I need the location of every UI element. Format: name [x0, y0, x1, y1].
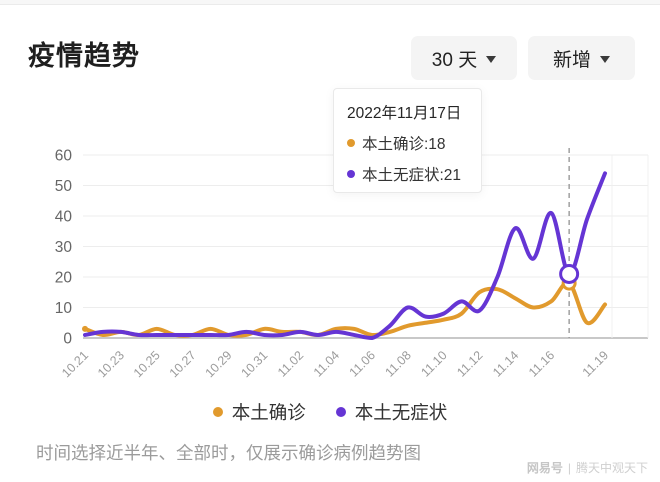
svg-text:10.25: 10.25 [131, 348, 163, 380]
confirmed-legend-dot-icon [212, 407, 223, 417]
type-dropdown[interactable]: 新增 [528, 36, 635, 80]
legend-asymptomatic-label: 本土无症状 [354, 402, 448, 423]
svg-text:10.31: 10.31 [238, 348, 270, 380]
svg-text:11.06: 11.06 [347, 348, 378, 379]
tooltip-asymptomatic-text: 本土无症状:21 [362, 167, 462, 184]
svg-text:40: 40 [55, 209, 73, 226]
type-dropdown-label: 新增 [552, 49, 591, 71]
watermark-name: 腾天中观天下 [575, 461, 648, 475]
legend-item-confirmed[interactable]: 本土确诊 [212, 399, 306, 425]
svg-text:10.21: 10.21 [59, 348, 91, 380]
svg-text:11.08: 11.08 [383, 348, 414, 379]
caret-down-icon [600, 55, 610, 68]
watermark: 网易号 | 腾天中观天下 [527, 459, 648, 476]
asymptomatic-legend-dot-icon [335, 407, 346, 417]
trend-chart[interactable]: 0 10 20 30 40 50 60 10.21 10.23 10.25 10.27 10.29 10… [0, 140, 660, 402]
caret-down-icon [486, 55, 497, 68]
watermark-brand: 网易号 [526, 461, 563, 475]
svg-text:11.12: 11.12 [454, 348, 485, 379]
svg-text:0: 0 [63, 331, 72, 348]
tooltip-row-confirmed: 本土确诊:18 [347, 132, 468, 154]
svg-text:11.19: 11.19 [580, 348, 611, 379]
svg-text:10: 10 [55, 300, 73, 317]
svg-text:30: 30 [55, 239, 73, 256]
page-title: 疫情趋势 [28, 41, 140, 71]
chart-legend: 本土确诊 本土无症状 [0, 399, 660, 425]
svg-text:10.29: 10.29 [203, 348, 235, 380]
svg-text:11.10: 11.10 [418, 348, 449, 379]
confirmed-series-dot-icon [347, 139, 355, 147]
svg-text:60: 60 [55, 148, 73, 165]
legend-item-asymptomatic[interactable]: 本土无症状 [335, 399, 448, 425]
trend-chart-canvas[interactable]: 0 10 20 30 40 50 60 10.21 10.23 10.25 10.27 10.29 10… [0, 140, 660, 402]
top-strip [0, 0, 660, 5]
svg-text:11.16: 11.16 [526, 348, 557, 379]
svg-text:10.27: 10.27 [167, 348, 199, 380]
svg-text:11.04: 11.04 [311, 348, 342, 379]
watermark-divider: | [567, 460, 571, 475]
chart-tooltip: 2022年11月17日 本土确诊:18 本土无症状:21 [333, 88, 482, 193]
legend-confirmed-label: 本土确诊 [231, 402, 306, 423]
footer-note: 时间选择近半年、全部时，仅展示确诊病例趋势图 [36, 443, 421, 463]
tooltip-date: 2022年11月17日 [347, 105, 462, 122]
svg-text:20: 20 [55, 270, 73, 287]
svg-text:11.14: 11.14 [490, 348, 521, 379]
range-dropdown[interactable]: 30 天 [411, 36, 517, 80]
tooltip-row-asymptomatic: 本土无症状:21 [347, 163, 468, 185]
range-dropdown-label: 30 天 [431, 49, 478, 71]
svg-text:11.02: 11.02 [275, 348, 306, 379]
asymptomatic-series-dot-icon [347, 170, 355, 178]
tooltip-confirmed-text: 本土确诊:18 [362, 136, 446, 153]
svg-text:50: 50 [55, 178, 73, 195]
svg-text:10.23: 10.23 [95, 348, 127, 380]
